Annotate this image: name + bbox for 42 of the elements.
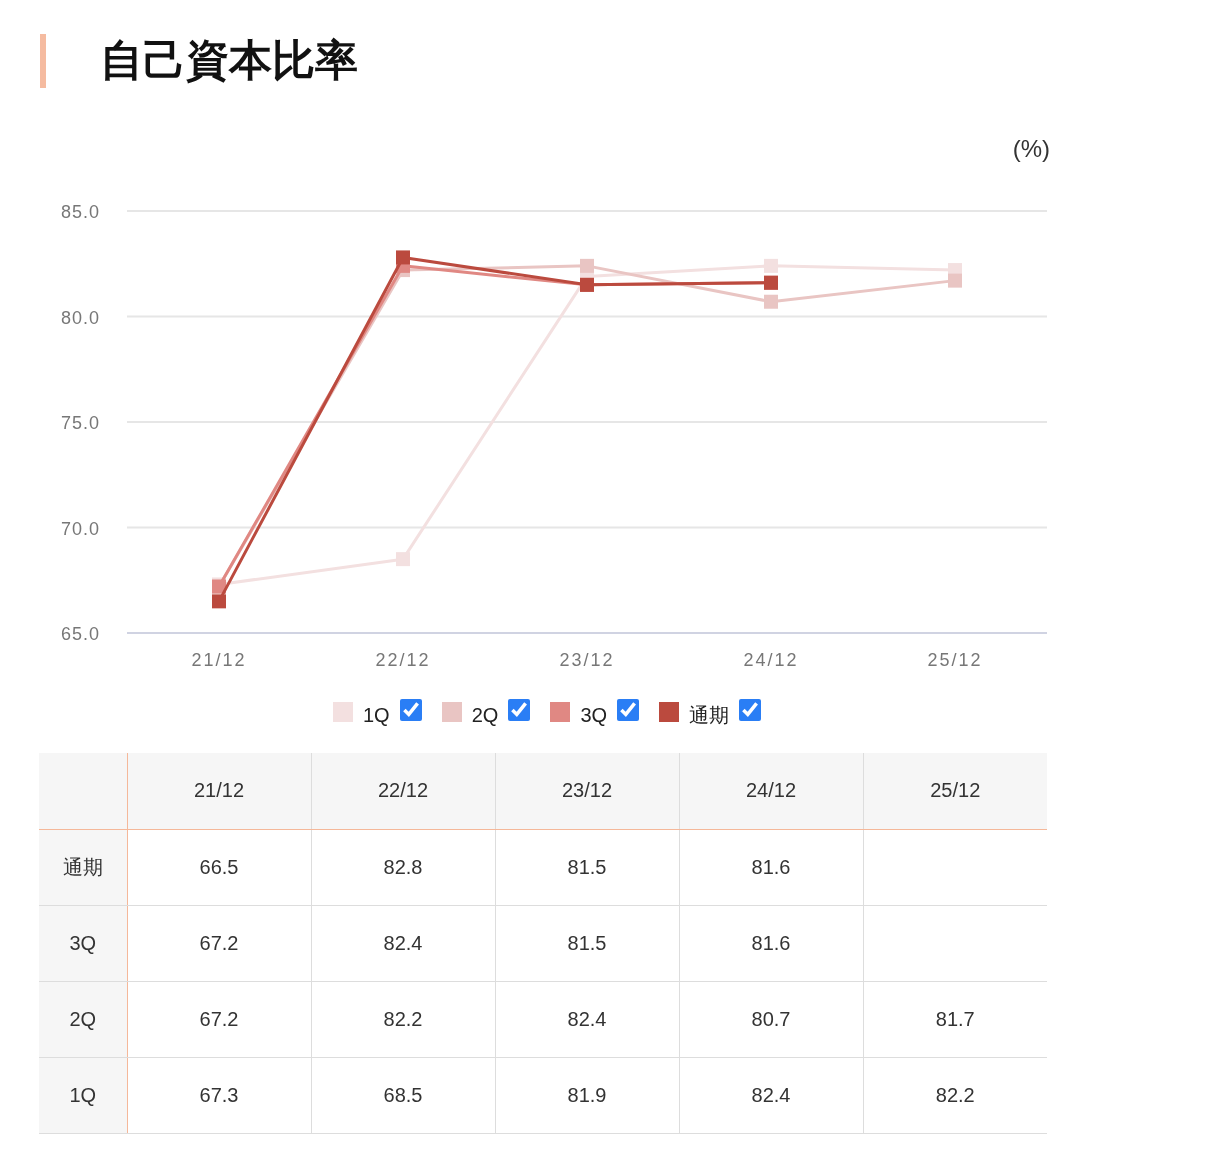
point	[396, 552, 410, 567]
chart-title: 自己資本比率	[100, 35, 358, 86]
y-tick-label: 70.0	[60, 518, 100, 539]
data-label: 81.9	[567, 1083, 607, 1106]
y-axis-title: (%)	[1012, 135, 1050, 162]
data-label: 82.2	[383, 1007, 423, 1030]
point	[580, 258, 594, 273]
data-label: 67.2	[199, 931, 239, 954]
x-tick-label: 25/12	[927, 650, 983, 670]
y-tick-label: 65.0	[60, 624, 100, 644]
point	[396, 250, 410, 265]
data-label: 82.8	[383, 855, 423, 878]
data-label: 67.3	[199, 1083, 239, 1106]
data-label: 66.5	[199, 855, 239, 878]
data-label: 81.6	[751, 931, 791, 954]
x-tick-label: 23/12	[559, 650, 615, 670]
legend-label: 通期	[689, 703, 730, 727]
data-label: 68.5	[383, 1083, 423, 1106]
legend-label: 1Q	[363, 703, 390, 727]
data-table: 21/12 22/12 23/12 24/12 25/12 通期 66.5 82.8 81.5 81.6 3Q 67.2 82.4 81.5 81.6 2Q 67.2 82.2 82.4 80.7 81.7 1Q 67.3 68.5 81.9 82.4 82.2	[39, 753, 1047, 1134]
x-tick-label: 24/12	[743, 650, 799, 670]
data-label: 81.5	[567, 855, 607, 878]
data-label: 82.4	[383, 931, 423, 954]
y-tick-label: 80.0	[60, 307, 100, 328]
data-label: 80.7	[751, 1007, 791, 1030]
x-tick-label: 22/12	[375, 650, 431, 670]
y-tick-label: 75.0	[60, 413, 100, 433]
legend-label: 2Q	[471, 703, 499, 727]
data-label: 67.2	[199, 1007, 239, 1030]
point	[948, 273, 962, 288]
data-label: 82.4	[751, 1083, 791, 1106]
x-tick-label: 21/12	[191, 650, 247, 670]
point	[764, 294, 778, 309]
data-label: 81.7	[935, 1007, 975, 1030]
data-label: 82.2	[935, 1083, 975, 1106]
legend-label: 3Q	[580, 703, 608, 727]
data-label: 82.4	[567, 1007, 607, 1030]
point	[212, 594, 226, 609]
point	[764, 258, 778, 273]
data-label: 81.6	[751, 855, 791, 878]
data-label: 81.5	[567, 931, 607, 954]
y-tick-label: 85.0	[60, 202, 100, 222]
